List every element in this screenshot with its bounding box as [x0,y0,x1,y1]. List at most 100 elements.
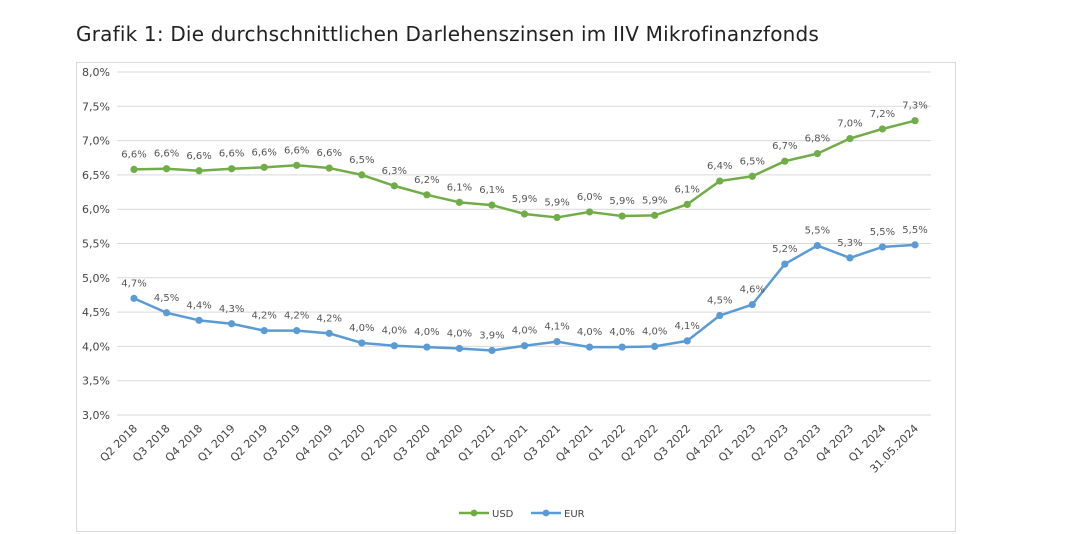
data-point-eur [260,327,268,335]
data-label-eur: 4,0% [577,327,602,338]
data-point-usd [683,200,691,208]
data-point-usd [651,211,659,219]
data-label-usd: 5,9% [609,196,634,207]
data-point-eur [162,309,171,317]
data-label-eur: 4,3% [219,304,244,315]
data-label-usd: 6,6% [284,145,309,156]
y-tick-label: 3,5% [82,375,110,388]
data-label-eur: 4,5% [707,296,732,307]
data-label-usd: 6,1% [479,185,504,196]
y-tick-label: 5,0% [82,272,110,285]
data-label-usd: 6,2% [414,175,439,186]
y-tick-label: 4,5% [82,306,110,319]
data-point-eur [390,342,398,350]
y-tick-label: 6,5% [82,169,110,182]
data-point-eur [228,320,236,328]
data-label-usd: 6,6% [317,148,342,159]
data-label-eur: 4,4% [186,300,211,311]
gridlines [117,71,931,416]
data-point-usd [585,208,594,216]
data-point-usd [162,165,171,173]
data-point-usd [553,213,561,222]
y-axis: 3,0% 3,5% 4,0% 4,5% 5,0% 5,5% 6,0% 6,5% 7,0% 7,5%… [82,66,110,422]
data-label-eur: 4,2% [317,313,342,324]
data-point-usd [488,201,496,209]
data-label-eur: 4,2% [251,311,276,322]
data-label-usd: 6,8% [805,134,830,145]
data-point-eur [618,343,626,351]
data-point-eur [195,316,203,324]
data-point-eur [585,343,594,351]
data-label-usd: 5,9% [512,194,537,205]
data-point-eur [846,254,854,262]
data-point-usd [748,172,756,180]
data-label-eur: 4,5% [154,293,179,304]
data-point-usd [325,164,333,172]
legend: USD EUR [459,509,585,520]
data-label-usd: 7,2% [870,109,895,120]
data-point-usd [358,171,366,179]
data-label-eur: 4,0% [609,327,634,338]
data-label-usd: 6,6% [251,147,276,158]
legend-label-eur: EUR [564,509,585,520]
chart-title: Grafik 1: Die durchschnittlichen Darlehe… [76,22,820,46]
data-label-usd: 6,6% [219,149,244,160]
data-label-usd: 6,6% [186,151,211,162]
data-label-eur: 5,2% [772,244,797,255]
data-point-usd [228,165,236,173]
data-point-usd [618,212,626,220]
data-point-usd [293,161,301,169]
data-point-eur [325,329,333,337]
data-label-eur: 5,5% [902,225,927,236]
data-label-usd: 7,0% [837,119,862,130]
data-label-eur: 4,7% [121,278,146,289]
legend-label-usd: USD [492,509,514,520]
data-point-usd [130,165,138,174]
data-point-usd [423,191,431,199]
data-label-usd: 6,6% [121,149,146,160]
y-tick-label: 7,5% [82,100,110,113]
series-layer: 6,6% 6,6% 6,6% 6,6% 6,6% 6,6% 6,6% 6,5% 6,3% 6,2%… [121,101,928,355]
data-point-usd [846,134,854,143]
line-chart: 3,0% 3,5% 4,0% 4,5% 5,0% 5,5% 6,0% 6,5% 7,0% 7,5%… [82,66,931,520]
data-label-usd: 6,3% [382,166,407,177]
data-label-eur: 4,1% [675,321,700,332]
data-label-usd: 6,4% [707,161,732,172]
data-point-eur [911,241,919,249]
data-label-usd: 5,9% [544,197,569,208]
data-label-eur: 4,0% [382,326,407,337]
data-point-usd [455,198,464,206]
data-label-eur: 4,0% [414,327,439,338]
data-label-usd: 6,5% [349,155,374,166]
data-point-eur [651,342,659,350]
data-point-eur [520,342,529,350]
data-label-usd: 5,9% [642,195,667,206]
data-label-eur: 4,6% [740,285,765,296]
data-point-usd [716,177,724,185]
data-point-eur [813,241,821,250]
data-point-usd [390,182,398,190]
y-tick-label: 8,0% [82,66,110,79]
data-label-usd: 6,6% [154,149,179,160]
data-label-usd: 6,0% [577,192,602,203]
data-point-eur [423,343,431,351]
data-point-usd [195,167,203,175]
data-label-usd: 7,3% [902,101,927,112]
data-point-eur [293,327,301,335]
data-point-eur [878,243,887,251]
data-point-usd [813,150,821,158]
data-label-eur: 4,1% [544,322,569,333]
data-point-eur [130,294,138,302]
data-label-eur: 4,2% [284,311,309,322]
data-point-usd [520,210,529,218]
data-label-eur: 4,0% [642,326,667,337]
data-label-usd: 6,5% [740,156,765,167]
chart-area: 3,0% 3,5% 4,0% 4,5% 5,0% 5,5% 6,0% 6,5% 7,0% 7,5%… [76,62,956,532]
legend-marker-eur [542,509,550,517]
data-label-eur: 4,0% [512,326,537,337]
data-label-usd: 6,7% [772,141,797,152]
data-point-eur [748,300,756,309]
data-label-eur: 3,9% [479,331,504,342]
data-label-eur: 4,0% [447,328,472,339]
data-label-eur: 5,5% [870,227,895,238]
